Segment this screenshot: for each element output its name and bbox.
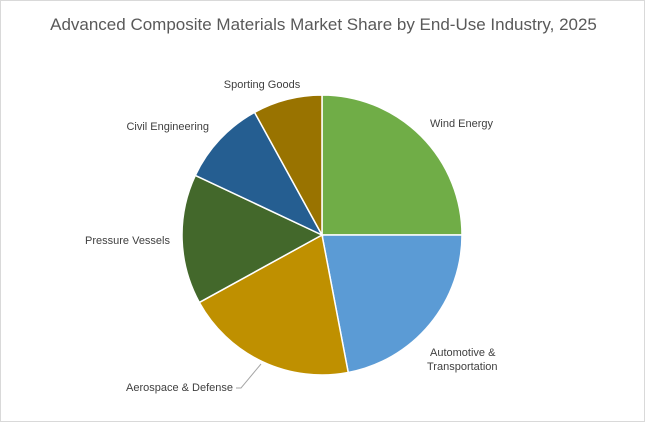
chart-title: Advanced Composite Materials Market Shar…: [50, 15, 597, 34]
leader-line-aerospace-and-defense: [236, 363, 262, 389]
data-label-pressure-vessels: Pressure Vessels: [85, 235, 170, 247]
data-label-automotive-and-transportation: Automotive & Transportation: [427, 347, 498, 373]
pie-slice-sporting-goods: [253, 94, 323, 236]
data-label-sporting-goods: Sporting Goods: [224, 79, 301, 91]
data-label-aerospace-and-defense: Aerospace & Defense: [126, 382, 233, 394]
pie-slice-pressure-vessels: [181, 174, 324, 304]
pie-slice-automotive-and-transportation: [321, 234, 463, 374]
data-label-wind-energy: Wind Energy: [430, 118, 493, 130]
data-label-civil-engineering: Civil Engineering: [126, 121, 209, 133]
pie-slice-aerospace-and-defense: [198, 233, 350, 376]
pie-slice-civil-engineering: [194, 111, 324, 237]
pie-slice-wind-energy: [321, 94, 463, 236]
